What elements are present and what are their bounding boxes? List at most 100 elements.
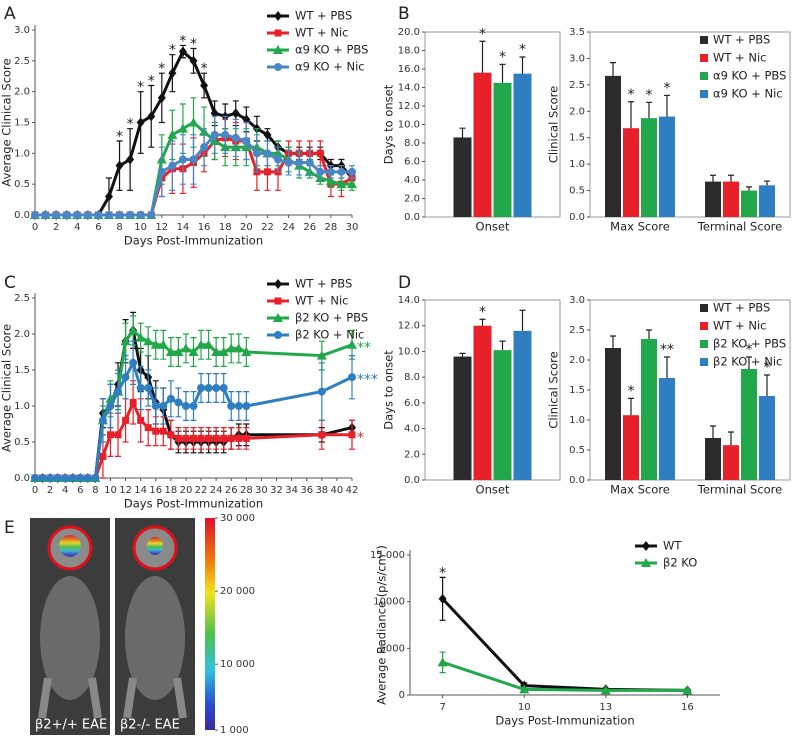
y-tick-label: 2.0 [14,329,30,340]
y-tick-label: 8.0 [404,138,420,149]
y-tick-label: 0.5 [569,186,585,197]
marker [263,168,271,176]
y-tick-label: 2.5 [569,325,585,336]
marker [242,434,250,442]
x-tick-label: 12 [119,485,132,496]
mouse-leg [38,677,102,719]
x-tick-label: 14 [134,485,147,496]
marker [178,46,187,57]
marker [143,336,154,346]
y-tick-label: 3.0 [569,295,585,306]
error-bar [459,127,466,138]
significance: * [664,80,671,96]
y-axis-title: Average Clinical Score [0,324,14,452]
legend-swatch [700,54,708,62]
marker [38,474,47,482]
x-tick-label: 34 [285,485,298,496]
marker [168,68,177,79]
y-axis-title: Average Radiance (p/s/cm²) [375,545,389,705]
y-tick-label: 14.0 [398,83,420,94]
y-tick-label: 2.0 [14,87,30,98]
y-tick-label: 2.0 [404,194,420,205]
x-tick-label: Max Score [610,483,670,497]
significance: * [628,383,635,399]
x-tick-label: 4 [62,485,68,496]
bar [493,350,512,480]
significance: * [479,304,486,320]
marker [166,394,175,403]
legend-label: β2 KO + PBS [713,337,786,351]
marker [234,402,243,410]
significance: * [201,61,208,77]
marker [120,336,131,346]
x-tick-label: Onset [476,220,510,234]
y-axis-title: Clinical Score [547,351,561,428]
significance: * [137,80,144,96]
marker [53,474,62,482]
bar [759,185,775,217]
error-bar [728,431,734,446]
error-bar [746,356,752,369]
marker [144,384,153,392]
signal [59,535,81,557]
marker [126,211,135,219]
error-bar [664,356,670,378]
marker [159,427,167,435]
mouse-body [40,576,100,700]
marker [129,358,138,367]
colorbar-label: 10 000 [220,659,255,670]
y-tick-label: 0.5 [14,179,30,190]
marker [31,211,39,219]
x-tick-label: 10 [104,485,117,496]
bar [741,369,757,480]
y-tick-label: 0.0 [14,210,30,221]
x-tick-label: 16 [681,702,694,713]
y-tick-label: 2.5 [14,293,30,304]
legend-marker [642,541,650,551]
x-tick-label: 0 [32,222,38,233]
marker [347,179,357,189]
bar [453,137,472,217]
y-tick-label: 2.5 [14,56,30,67]
legend-label: WT + PBS [713,301,770,315]
marker [128,325,139,335]
y-tick-label: 12.0 [398,101,420,112]
legend-swatch [700,340,708,348]
marker [144,424,152,432]
y-tick-label: 10.0 [398,120,420,131]
marker [212,434,220,442]
significance: * [746,342,753,358]
marker [99,452,107,460]
marker [226,343,237,353]
y-tick-label: 0.0 [569,212,585,223]
x-tick-label: 42 [346,485,359,496]
x-tick-label: Max Score [610,220,670,234]
marker [318,431,326,439]
panel-letter: E [4,518,15,538]
marker [91,474,100,482]
legend-marker [641,558,651,567]
marker [150,339,161,349]
bar [723,445,739,480]
signal [147,537,163,555]
bar [493,82,512,217]
marker [316,149,324,157]
significance: * [190,37,197,53]
x-tick-label: 26 [225,485,238,496]
marker [158,339,169,349]
significance: * [127,117,134,133]
marker [152,427,160,435]
x-tick-label: 4 [74,222,80,233]
y-tick-label: 14.0 [398,295,420,306]
marker [98,416,107,425]
series-line [441,597,688,692]
error-bar [499,340,506,351]
legend-marker [274,11,282,21]
marker [235,434,243,442]
x-tick-label: 24 [282,222,295,233]
bar [623,128,639,217]
marker [147,111,156,122]
x-tick-label: 12 [155,222,168,233]
marker [196,339,207,349]
marker [159,402,168,410]
